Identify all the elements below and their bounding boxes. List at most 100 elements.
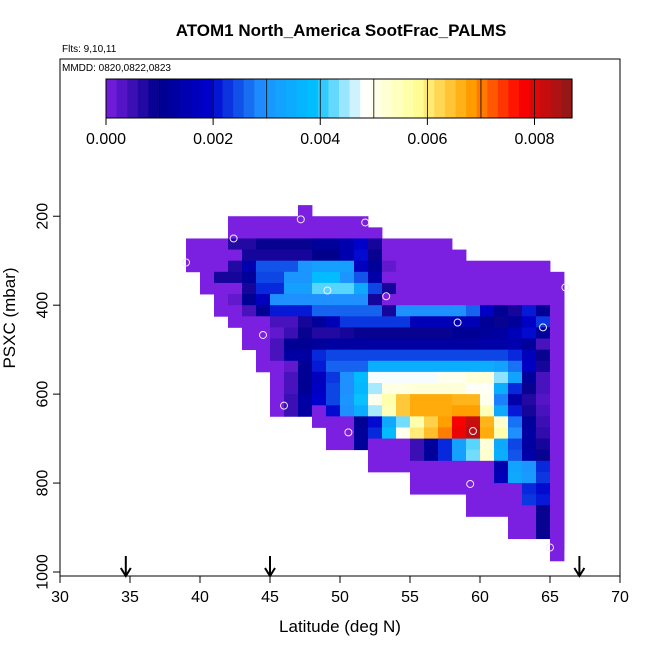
heatmap-cell <box>214 294 229 317</box>
heatmap-cell <box>326 427 355 451</box>
colorbar-swatch <box>211 79 224 118</box>
colorbar-swatch <box>529 79 541 118</box>
y-axis-label: PSXC (mbar) <box>0 267 19 368</box>
x-tick-label: 30 <box>51 589 69 606</box>
colorbar-swatch <box>169 79 181 118</box>
colorbar-swatch <box>519 79 531 118</box>
sample-point <box>344 428 353 437</box>
chart-title: ATOM1 North_America SootFrac_PALMS <box>176 21 507 40</box>
heatmap-cells <box>186 205 565 562</box>
x-tick-label: 60 <box>471 589 489 606</box>
colorbar-swatch <box>339 79 351 118</box>
y-tick-label: 400 <box>35 292 52 319</box>
colorbar-tick-label: 0.000 <box>86 131 126 148</box>
sample-point <box>229 234 238 243</box>
colorbar-swatch <box>413 79 425 118</box>
latitude-arrows <box>119 556 586 578</box>
sample-point <box>296 215 305 224</box>
colorbar-swatch <box>296 79 308 118</box>
heatmap-cell <box>536 516 551 540</box>
x-tick-label: 50 <box>331 589 349 606</box>
heatmap-cell <box>298 394 313 417</box>
sample-point <box>280 401 288 410</box>
colorbar-swatch <box>180 79 192 118</box>
x-tick-label: 45 <box>261 589 279 606</box>
arrow-head <box>119 567 132 578</box>
y-tick-label: 1000 <box>35 554 52 590</box>
x-tick-label: 55 <box>401 589 419 606</box>
x-tick-label: 65 <box>541 589 559 606</box>
sample-point <box>469 427 477 436</box>
colorbar-swatch <box>307 79 319 118</box>
x-tick-label: 35 <box>121 589 139 606</box>
sample-point <box>466 479 475 488</box>
sample-points <box>182 215 570 552</box>
colorbar-swatch <box>391 79 404 118</box>
colorbar-tick-label: 0.006 <box>407 131 447 148</box>
colorbar-swatch <box>444 79 457 118</box>
colorbar-swatch <box>370 79 382 118</box>
colorbar-swatch <box>434 79 446 118</box>
heatmap-cell <box>312 405 327 428</box>
sample-point <box>561 283 570 292</box>
colorbar-tick-label: 0.008 <box>514 131 554 148</box>
y-tick-label: 800 <box>35 470 52 497</box>
sample-point <box>323 286 332 295</box>
heatmap-cell <box>200 271 215 295</box>
colorbar-swatch <box>476 79 488 118</box>
sample-point <box>546 543 554 552</box>
colorbar-swatch <box>275 79 287 118</box>
y-tick-label: 200 <box>35 203 52 230</box>
y-tick-label: 600 <box>35 381 52 408</box>
colorbar-swatch <box>243 79 255 118</box>
sample-point <box>361 218 370 227</box>
colorbar-swatch <box>487 79 499 118</box>
colorbar-border <box>105 78 573 119</box>
colorbar-swatch <box>233 79 245 118</box>
colorbar-swatch <box>540 79 552 118</box>
sample-point <box>259 330 267 339</box>
heatmap-cell <box>354 427 369 451</box>
colorbar-swatch <box>158 79 171 118</box>
colorbar-swatch <box>328 79 340 118</box>
colorbar-tick-label: 0.004 <box>300 131 340 148</box>
axes: 30 35 40 45 50 55 60 65 70 200 400 600 800 1000 <box>35 203 629 606</box>
colorbar-swatch <box>148 79 160 118</box>
colorbar: 0.000 0.002 0.004 0.006 0.008 <box>86 78 573 148</box>
colorbar-swatch <box>508 79 520 118</box>
sample-point <box>382 292 391 301</box>
heatmap-cell <box>368 449 411 473</box>
colorbar-swatch <box>455 79 467 118</box>
sample-point <box>453 318 462 327</box>
x-axis-label: Latitude (deg N) <box>279 617 401 636</box>
x-tick-label: 40 <box>191 589 209 606</box>
colorbar-swatch <box>201 79 213 118</box>
colorbar-swatch <box>317 79 330 118</box>
colorbar-swatch <box>402 79 414 118</box>
colorbar-swatch <box>264 79 277 118</box>
colorbar-swatch <box>561 79 573 118</box>
colorbar-swatch <box>127 79 139 118</box>
colorbar-swatch <box>106 79 118 118</box>
heatmap-cell <box>550 538 565 562</box>
flights-label: Flts: 9,10,11 <box>62 44 117 55</box>
colorbar-swatch <box>286 79 298 118</box>
heatmap-cell <box>508 516 537 540</box>
colorbar-swatch <box>254 79 266 118</box>
heatmap-cell <box>284 394 299 417</box>
x-tick-label: 70 <box>611 589 629 606</box>
colorbar-tick-label: 0.002 <box>193 131 233 148</box>
dates-label: MMDD: 0820,0822,0823 <box>62 63 171 74</box>
heatmap-cell <box>256 349 271 373</box>
colorbar-swatch <box>423 79 435 118</box>
colorbar-swatch <box>497 79 510 118</box>
colorbar-swatch <box>190 79 202 118</box>
arrow-head <box>573 567 586 578</box>
colorbar-swatch <box>222 79 234 118</box>
colorbar-swatch <box>550 79 563 118</box>
colorbar-swatch <box>137 79 149 118</box>
colorbar-swatch <box>360 79 372 118</box>
colorbar-swatch <box>349 79 361 118</box>
heatmap-cell <box>228 305 243 328</box>
